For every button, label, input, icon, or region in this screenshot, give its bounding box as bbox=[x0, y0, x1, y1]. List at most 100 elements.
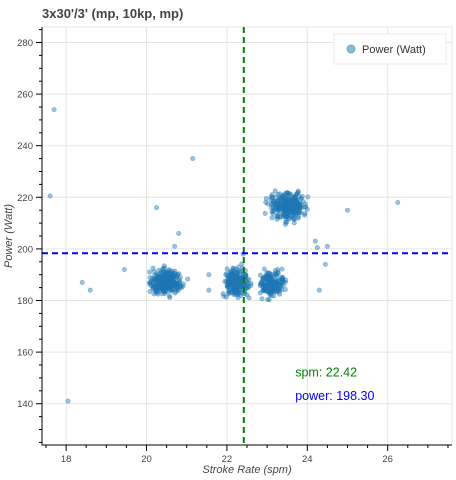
data-point bbox=[273, 284, 279, 290]
data-point bbox=[285, 203, 291, 209]
data-point bbox=[272, 282, 278, 288]
data-point bbox=[269, 209, 275, 215]
data-point bbox=[273, 283, 279, 289]
data-point bbox=[163, 269, 169, 275]
data-point bbox=[226, 289, 232, 295]
data-point bbox=[289, 196, 295, 202]
data-point bbox=[238, 292, 244, 298]
data-point bbox=[271, 284, 277, 290]
data-point bbox=[278, 280, 284, 286]
data-point bbox=[225, 283, 231, 289]
data-point bbox=[171, 278, 177, 284]
data-point bbox=[261, 276, 267, 282]
data-point bbox=[285, 205, 291, 211]
data-point bbox=[235, 283, 241, 289]
data-point bbox=[288, 197, 294, 203]
data-point bbox=[280, 278, 286, 284]
data-point bbox=[294, 191, 300, 197]
x-tick-label: 26 bbox=[382, 454, 393, 465]
data-point bbox=[227, 281, 233, 287]
data-point bbox=[162, 274, 168, 280]
data-point bbox=[281, 199, 287, 205]
data-point bbox=[294, 206, 300, 212]
data-point bbox=[265, 278, 271, 284]
data-point bbox=[170, 270, 176, 276]
data-point bbox=[231, 271, 237, 277]
data-point bbox=[268, 285, 274, 291]
data-point bbox=[235, 281, 241, 287]
x-tick-label: 22 bbox=[222, 454, 233, 465]
data-point bbox=[267, 277, 273, 283]
data-point bbox=[282, 199, 288, 205]
data-point bbox=[235, 279, 241, 285]
data-point bbox=[284, 198, 290, 204]
data-point bbox=[159, 277, 165, 283]
data-point bbox=[285, 202, 291, 208]
data-point bbox=[288, 213, 294, 219]
data-point bbox=[293, 203, 299, 209]
data-point bbox=[278, 277, 284, 283]
data-point bbox=[275, 270, 281, 276]
data-point bbox=[234, 279, 240, 285]
y-tick-label: 180 bbox=[17, 296, 33, 307]
data-point bbox=[257, 272, 263, 278]
data-point bbox=[276, 205, 282, 211]
data-point bbox=[153, 271, 159, 277]
data-point bbox=[232, 288, 238, 294]
data-point bbox=[281, 207, 287, 213]
data-point bbox=[282, 203, 288, 209]
data-point bbox=[237, 269, 243, 275]
data-point bbox=[162, 289, 168, 295]
data-point bbox=[284, 190, 290, 196]
data-point bbox=[155, 291, 161, 297]
data-point bbox=[261, 287, 267, 293]
data-point bbox=[228, 269, 234, 275]
data-point bbox=[161, 287, 167, 293]
data-point bbox=[291, 194, 297, 200]
data-point bbox=[277, 201, 283, 207]
data-point bbox=[282, 200, 288, 206]
data-point bbox=[278, 203, 284, 209]
data-point bbox=[266, 282, 272, 288]
data-point bbox=[161, 273, 167, 279]
data-point bbox=[163, 272, 169, 278]
data-point bbox=[303, 204, 309, 210]
data-point bbox=[231, 286, 237, 292]
data-point bbox=[148, 279, 154, 285]
data-point bbox=[278, 284, 284, 290]
data-point bbox=[296, 206, 302, 212]
data-point bbox=[232, 283, 238, 289]
data-point bbox=[273, 277, 279, 283]
data-point bbox=[284, 200, 290, 206]
data-point bbox=[169, 268, 175, 274]
data-point bbox=[284, 213, 290, 219]
data-point bbox=[275, 198, 281, 204]
data-point bbox=[272, 268, 278, 274]
data-point bbox=[228, 277, 234, 283]
data-point bbox=[284, 219, 290, 225]
data-point bbox=[237, 275, 243, 281]
data-point bbox=[267, 285, 273, 291]
data-point bbox=[164, 279, 170, 285]
data-point bbox=[284, 190, 290, 196]
data-point bbox=[283, 194, 289, 200]
data-point bbox=[270, 195, 276, 201]
data-point bbox=[150, 286, 156, 292]
data-point bbox=[231, 286, 237, 292]
data-point bbox=[165, 282, 171, 288]
data-point bbox=[159, 285, 165, 291]
data-point bbox=[282, 205, 288, 211]
data-point bbox=[151, 283, 157, 289]
data-point bbox=[296, 210, 302, 216]
data-point bbox=[159, 282, 165, 288]
data-point bbox=[223, 294, 229, 300]
data-point bbox=[290, 202, 296, 208]
data-point bbox=[260, 276, 266, 282]
data-point bbox=[180, 281, 186, 287]
data-point bbox=[169, 274, 175, 280]
x-tick-label: 24 bbox=[302, 454, 313, 465]
data-point bbox=[280, 206, 286, 212]
data-point bbox=[268, 278, 274, 284]
data-point bbox=[277, 214, 283, 220]
data-point bbox=[275, 198, 281, 204]
